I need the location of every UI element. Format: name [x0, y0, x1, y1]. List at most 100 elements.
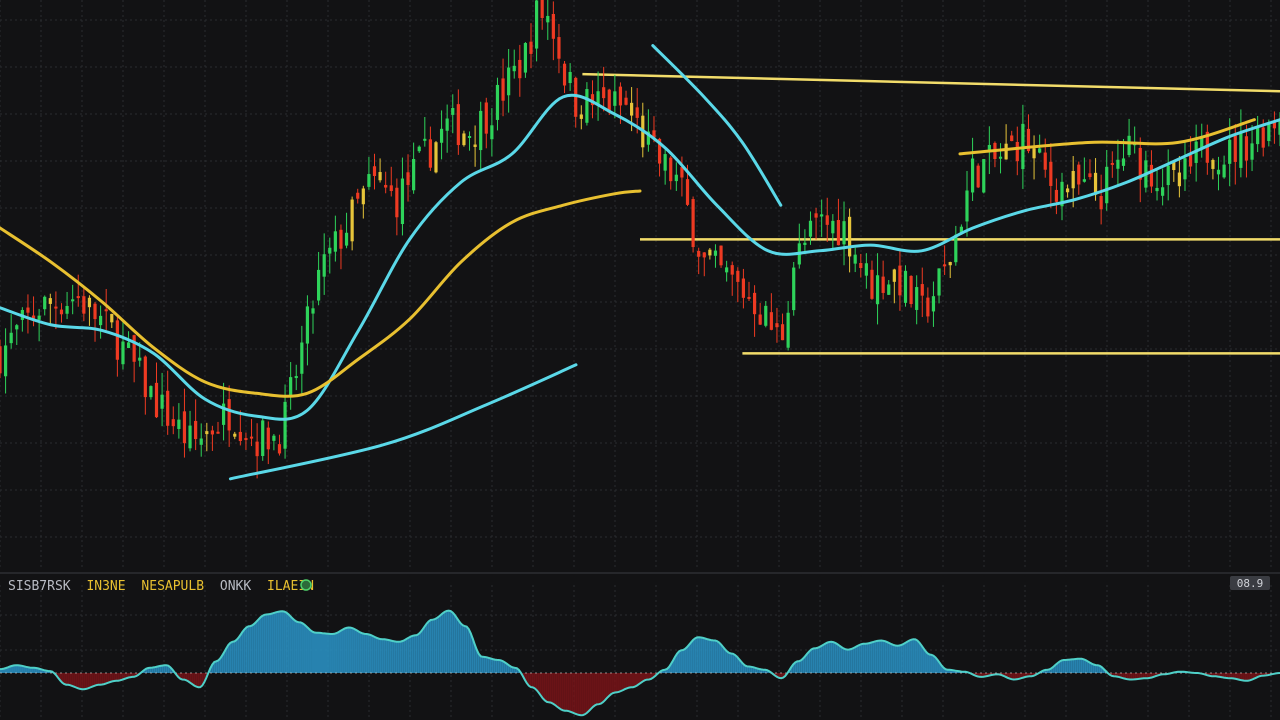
candle-body: [725, 267, 729, 273]
candle-body: [697, 250, 701, 257]
candle-body: [887, 284, 891, 295]
candle-body: [311, 308, 315, 314]
candle-body: [37, 315, 41, 320]
candle-body: [1116, 159, 1120, 169]
candle-body: [9, 332, 13, 344]
candle-body: [501, 78, 505, 101]
candle-body: [965, 190, 969, 222]
candle-body: [551, 13, 555, 39]
candle-body: [702, 252, 706, 258]
candle-body: [484, 102, 488, 134]
candle-body: [1043, 152, 1047, 170]
candle-body: [372, 166, 377, 177]
candle-body: [350, 199, 354, 242]
candle-body: [294, 376, 298, 379]
candle-body: [948, 262, 952, 266]
candle-body: [160, 394, 164, 409]
candle-body: [741, 278, 746, 298]
candle-body: [1088, 173, 1092, 178]
candle-body: [529, 41, 533, 54]
candle-body: [328, 247, 332, 254]
candle-body: [166, 390, 170, 426]
candle-body: [842, 221, 846, 245]
support-curve-line: [228, 363, 578, 481]
candle-body: [305, 306, 310, 344]
candle-body: [507, 67, 511, 96]
candle-body: [1161, 187, 1165, 196]
candle-body: [959, 226, 963, 235]
candle-body: [820, 214, 824, 217]
candle-body: [1038, 148, 1042, 153]
candle-body: [188, 425, 192, 449]
legend-label-b: IN3NE: [86, 579, 125, 594]
candle-body: [685, 179, 690, 205]
candle-body: [881, 276, 885, 293]
candle-body: [780, 324, 785, 341]
candle-body: [635, 107, 639, 118]
corner-badge[interactable]: 08.9: [1230, 576, 1270, 590]
candle-body: [367, 174, 371, 187]
candle-body: [138, 357, 142, 361]
candle-body: [848, 216, 852, 257]
candle-body: [48, 298, 52, 304]
candle-body: [713, 250, 718, 256]
candle-body: [607, 89, 611, 113]
level-lines[interactable]: [582, 72, 1280, 355]
candle-body: [674, 174, 678, 182]
candle-body: [456, 104, 460, 146]
candle-body: [400, 178, 405, 225]
candle-body: [210, 430, 215, 435]
candle-body: [920, 284, 924, 296]
circle-status-icon[interactable]: [300, 579, 312, 591]
legend-label-a: SISB7RSK: [8, 579, 71, 594]
candle-body: [322, 254, 326, 277]
candle-body: [680, 167, 684, 178]
candle-body: [1267, 122, 1271, 142]
candle-body: [987, 144, 991, 153]
candle-body: [864, 263, 868, 276]
candle-body: [1049, 161, 1053, 186]
candle-body: [1127, 135, 1131, 155]
candle-body: [1082, 179, 1086, 182]
candle-body: [1054, 189, 1059, 202]
candle-body: [289, 377, 293, 397]
candle-body: [736, 270, 740, 282]
candle-body: [752, 292, 757, 315]
candle-body: [512, 65, 516, 72]
candle-body: [99, 315, 103, 326]
candle-body: [462, 133, 466, 146]
indicator-legend[interactable]: SISB7RSK IN3NE NESAPULB ONKK ILAEIN: [8, 579, 314, 594]
candle-body: [0, 346, 2, 374]
candle-body: [747, 296, 751, 299]
candle-body: [451, 108, 455, 115]
candle-body: [546, 15, 550, 23]
trend-lines[interactable]: [228, 44, 1256, 481]
ma-fast-line: [0, 93, 1280, 421]
candle-body: [574, 77, 578, 117]
candle-body: [1228, 139, 1232, 164]
candle-body: [434, 142, 438, 173]
candle-body: [1188, 155, 1193, 167]
candle-body: [384, 184, 388, 188]
candle-body: [669, 157, 673, 182]
candle-body: [1121, 158, 1126, 166]
candle-body: [149, 386, 153, 398]
candle-body: [194, 420, 198, 440]
candle-body: [998, 156, 1003, 159]
candle-body: [730, 265, 734, 275]
yellow-rise-line: [958, 118, 1256, 156]
candle-body: [249, 436, 254, 439]
candle-body: [775, 323, 779, 328]
candle-body: [272, 435, 276, 441]
candle-body: [613, 91, 617, 106]
candle-body: [534, 0, 539, 49]
svg-text:SISB7RSK IN3NE NES: SISB7RSK IN3NE NESAPULB ONKK ILAEIN: [8, 579, 314, 594]
candle-body: [344, 232, 349, 246]
candle-body: [205, 431, 209, 435]
candle-body: [473, 144, 477, 147]
candle-body: [1233, 135, 1237, 162]
candle-body: [792, 267, 796, 311]
candle-body: [182, 411, 187, 444]
